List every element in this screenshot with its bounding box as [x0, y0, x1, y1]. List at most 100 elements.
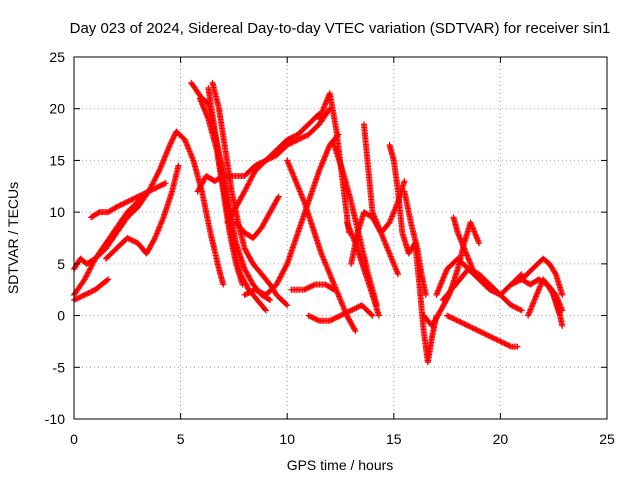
- data-point: [486, 286, 493, 293]
- data-point: [136, 192, 143, 199]
- data-point: [145, 188, 152, 195]
- data-point: [331, 286, 338, 293]
- data-point: [460, 320, 467, 327]
- data-point: [128, 196, 135, 203]
- data-point: [288, 134, 295, 141]
- data-point: [305, 312, 312, 319]
- data-point: [168, 137, 175, 144]
- y-tick-label: 20: [49, 101, 65, 117]
- data-point: [245, 289, 252, 296]
- data-point: [462, 321, 469, 328]
- data-point: [219, 173, 226, 180]
- data-point: [509, 280, 516, 287]
- plot-frame: [73, 56, 608, 420]
- x-axis-label: GPS time / hours: [287, 457, 394, 473]
- data-point: [465, 322, 472, 329]
- series-track-c: [71, 276, 112, 304]
- data-point: [290, 133, 297, 140]
- data-point: [470, 325, 477, 332]
- data-point: [142, 189, 149, 196]
- data-point: [334, 313, 341, 320]
- data-point: [472, 326, 479, 333]
- data-point: [346, 308, 353, 315]
- data-point: [500, 339, 507, 346]
- data-point: [328, 317, 335, 324]
- x-tick-label: 20: [493, 431, 509, 447]
- data-point: [308, 313, 315, 320]
- series-track-e: [102, 235, 150, 262]
- series-track-p: [284, 157, 359, 335]
- data-point: [261, 306, 268, 313]
- data-point: [170, 135, 177, 142]
- data-point: [518, 271, 525, 278]
- data-point: [489, 334, 496, 341]
- data-point: [333, 314, 340, 321]
- data-point: [302, 132, 309, 139]
- data-point: [104, 277, 111, 284]
- data-point: [113, 203, 120, 210]
- data-point: [249, 288, 256, 295]
- data-point: [449, 315, 456, 322]
- data-point: [252, 286, 259, 293]
- series-track-m: [233, 193, 282, 241]
- data-point: [395, 271, 402, 278]
- data-point: [166, 141, 173, 148]
- data-point: [330, 315, 337, 322]
- data-point: [306, 284, 313, 291]
- series-track-q: [288, 281, 338, 293]
- data-point: [292, 132, 299, 139]
- data-point: [290, 138, 297, 145]
- data-point: [78, 293, 85, 300]
- data-point: [150, 185, 157, 192]
- data-point: [293, 137, 300, 144]
- data-point: [132, 238, 139, 245]
- data-point: [77, 293, 84, 300]
- data-point: [125, 198, 132, 205]
- data-point: [401, 178, 408, 185]
- data-point: [514, 343, 521, 350]
- data-point: [153, 184, 160, 191]
- data-point: [95, 209, 102, 216]
- data-point: [508, 281, 515, 288]
- data-point: [368, 311, 375, 318]
- data-point: [86, 289, 93, 296]
- data-point: [82, 291, 89, 298]
- data-point: [274, 194, 281, 201]
- data-point: [286, 135, 293, 142]
- data-point: [152, 185, 159, 192]
- x-tick-label: 25: [599, 431, 615, 447]
- data-point: [154, 183, 161, 190]
- data-point: [353, 304, 360, 311]
- data-point: [148, 187, 155, 194]
- data-point: [314, 317, 321, 324]
- data-point: [151, 236, 158, 243]
- data-point: [513, 278, 520, 285]
- data-point: [246, 289, 253, 296]
- data-point: [220, 281, 227, 288]
- data-point: [454, 317, 461, 324]
- data-point: [253, 287, 260, 294]
- data-point: [469, 324, 476, 331]
- y-tick-label: 5: [57, 256, 65, 272]
- data-point: [105, 276, 112, 283]
- data-point: [289, 139, 296, 146]
- data-point: [513, 304, 520, 311]
- data-point: [484, 331, 491, 338]
- series-track-ab: [439, 266, 525, 314]
- data-point: [474, 327, 481, 334]
- data-point: [471, 271, 478, 278]
- data-point: [73, 295, 80, 302]
- data-point: [369, 312, 376, 319]
- data-point: [303, 285, 310, 292]
- data-point: [326, 317, 333, 324]
- data-point: [480, 330, 487, 337]
- y-tick-label: 10: [49, 204, 65, 220]
- data-point: [446, 313, 453, 320]
- data-point: [116, 202, 123, 209]
- data-point: [129, 196, 136, 203]
- data-point: [448, 314, 455, 321]
- data-point: [351, 326, 358, 333]
- series-layer: [71, 79, 566, 366]
